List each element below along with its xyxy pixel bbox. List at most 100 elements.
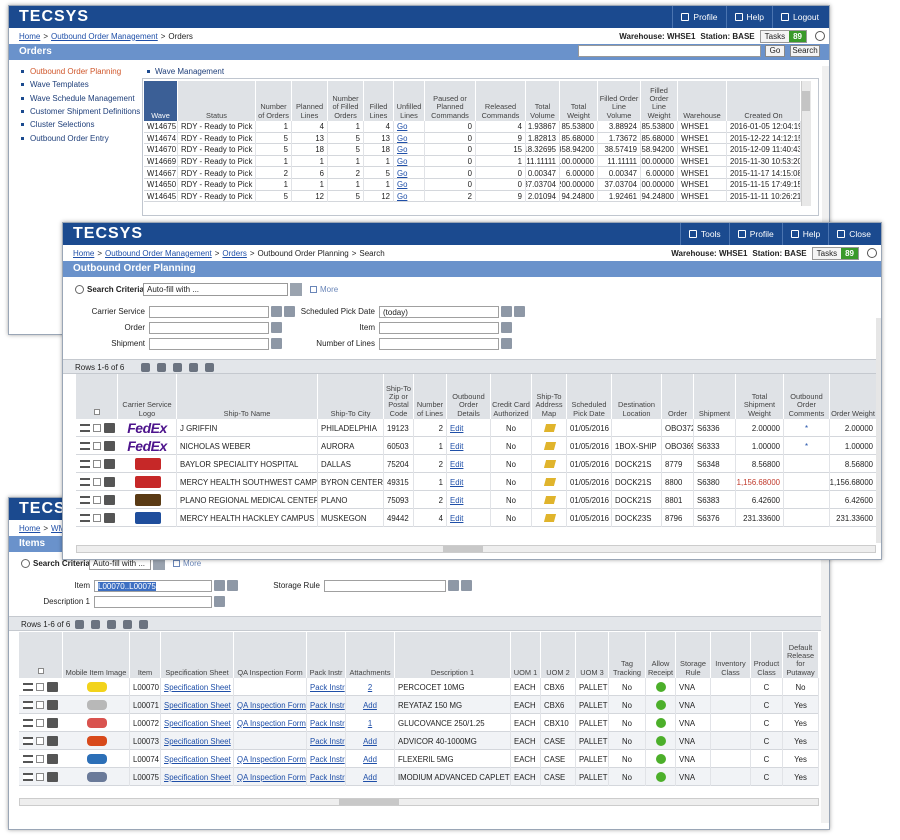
cell-link[interactable]: Edit bbox=[450, 495, 464, 505]
cell-link[interactable]: QA Inspection Form bbox=[237, 772, 306, 782]
menu-label[interactable]: Help bbox=[746, 12, 764, 22]
nav-item[interactable]: Wave Schedule Management bbox=[30, 93, 135, 103]
cell-link[interactable]: Add bbox=[363, 700, 377, 710]
cell-link[interactable]: Go bbox=[397, 180, 408, 190]
cell-link[interactable]: Pack Instr bbox=[310, 682, 345, 692]
menu-item[interactable]: Help bbox=[725, 6, 772, 28]
menu-item[interactable]: Logout bbox=[772, 6, 827, 28]
cell-link[interactable]: Specification Sheet bbox=[164, 718, 231, 728]
nav-item[interactable]: Customer Shipment Definitions bbox=[30, 106, 141, 116]
cell-link[interactable]: Edit bbox=[450, 441, 464, 451]
nav-item[interactable]: Cluster Selections bbox=[30, 120, 95, 130]
menu-label[interactable]: Close bbox=[849, 229, 871, 239]
menu-label[interactable]: Profile bbox=[749, 229, 774, 239]
cell-link[interactable]: Edit bbox=[450, 459, 464, 469]
cell-link[interactable]: Go bbox=[397, 145, 408, 155]
cell-link[interactable]: Pack Instr bbox=[310, 718, 345, 728]
row-check bbox=[93, 460, 101, 468]
cell-link[interactable]: Edit bbox=[450, 423, 464, 433]
autofill-dropdown[interactable]: Auto-fill with ... bbox=[143, 283, 288, 296]
tab-label[interactable]: Wave Management bbox=[155, 67, 225, 76]
field-value[interactable]: (today) bbox=[383, 308, 408, 317]
cell-link[interactable]: Edit bbox=[450, 513, 464, 523]
cell-link[interactable]: Specification Sheet bbox=[164, 754, 231, 764]
cell-link[interactable]: Pack Instr bbox=[310, 700, 345, 710]
cell-link[interactable]: Specification Sheet bbox=[164, 772, 231, 782]
column-header: Order bbox=[668, 408, 687, 418]
cell-link[interactable]: Go bbox=[397, 133, 408, 143]
nav-item[interactable]: Outbound Order Entry bbox=[30, 133, 109, 143]
autofill-text[interactable]: Auto-fill with ... bbox=[147, 285, 200, 294]
search-input[interactable] bbox=[578, 45, 761, 57]
cell-link[interactable]: 2 bbox=[367, 682, 373, 692]
field-input[interactable]: (today) bbox=[379, 306, 499, 318]
button-label[interactable]: Search bbox=[792, 46, 818, 55]
breadcrumb-link[interactable]: WMS bbox=[51, 523, 71, 533]
cell-link[interactable]: QA Inspection Form bbox=[237, 754, 306, 764]
cell-link[interactable]: Specification Sheet bbox=[164, 700, 231, 710]
button[interactable]: Search bbox=[790, 45, 820, 57]
menu-label[interactable]: Tools bbox=[700, 229, 721, 239]
field-input[interactable] bbox=[379, 322, 499, 334]
cell-link[interactable]: QA Inspection Form bbox=[237, 700, 306, 710]
table-cell: Go bbox=[394, 121, 425, 133]
cell-link[interactable]: Pack Instr bbox=[310, 754, 345, 764]
header-cell: Ship-To Name bbox=[177, 374, 318, 419]
menu-label[interactable]: Help bbox=[802, 229, 821, 239]
cell-link[interactable]: Go bbox=[397, 168, 408, 178]
breadcrumb-link[interactable]: Home bbox=[73, 248, 95, 258]
autofill-text[interactable]: Auto-fill with ... bbox=[93, 559, 146, 568]
field-value[interactable]: L00070..L00075 bbox=[98, 582, 156, 591]
menu-item[interactable]: Close bbox=[828, 223, 879, 245]
nav-item[interactable]: Outbound Order Planning bbox=[30, 67, 122, 76]
field-input[interactable] bbox=[324, 580, 446, 592]
filter-button bbox=[214, 580, 225, 591]
cell-link[interactable]: Add bbox=[363, 736, 377, 746]
field-input[interactable] bbox=[379, 338, 499, 350]
cell-link[interactable]: Add bbox=[363, 772, 377, 782]
button[interactable]: Go bbox=[765, 45, 785, 57]
table-cell: C bbox=[751, 732, 783, 750]
cell-link[interactable]: Go bbox=[397, 191, 408, 201]
cell-link[interactable]: Go bbox=[397, 122, 408, 132]
menu-item[interactable]: Help bbox=[781, 223, 828, 245]
more-link[interactable]: More bbox=[183, 559, 202, 568]
menu-label[interactable]: Profile bbox=[693, 12, 718, 22]
tasks-label[interactable]: Tasks bbox=[760, 30, 790, 42]
breadcrumb-link[interactable]: Orders bbox=[222, 248, 247, 258]
toolbar-icon bbox=[157, 363, 166, 372]
cell-link[interactable]: Pack Instr bbox=[310, 772, 345, 782]
field-input[interactable] bbox=[149, 306, 269, 318]
cell-link[interactable]: Edit bbox=[450, 477, 464, 487]
breadcrumb-link[interactable]: Outbound Order Management bbox=[51, 31, 158, 41]
menu-item[interactable]: Profile bbox=[728, 223, 782, 245]
cell-link[interactable]: 1 bbox=[367, 718, 373, 728]
field-input[interactable] bbox=[149, 322, 269, 334]
cell-link[interactable]: QA Inspection Form bbox=[237, 718, 306, 728]
cell-link[interactable]: Add bbox=[363, 754, 377, 764]
menu-item[interactable]: Tools bbox=[679, 223, 729, 245]
more-link[interactable]: More bbox=[320, 285, 339, 294]
help-icon bbox=[815, 31, 825, 41]
tasks-count[interactable]: 89 bbox=[841, 247, 858, 259]
tasks-label[interactable]: Tasks bbox=[812, 247, 842, 259]
breadcrumb-link[interactable]: Outbound Order Management bbox=[105, 248, 212, 258]
menu-label[interactable]: Logout bbox=[793, 12, 819, 22]
breadcrumb-link[interactable]: Home bbox=[19, 523, 41, 533]
tasks-count[interactable]: 89 bbox=[789, 30, 806, 42]
cell-link[interactable]: Specification Sheet bbox=[164, 682, 231, 692]
tasks[interactable]: Tasks 89 bbox=[759, 29, 807, 43]
cell-link[interactable]: Specification Sheet bbox=[164, 736, 231, 746]
field-input[interactable]: L00070..L00075 bbox=[94, 580, 212, 592]
tasks[interactable]: Tasks 89 bbox=[811, 246, 859, 260]
cell-link[interactable]: Pack Instr bbox=[310, 736, 345, 746]
field-input[interactable] bbox=[94, 596, 212, 608]
cell-link[interactable]: Go bbox=[397, 157, 408, 167]
breadcrumb-link[interactable]: Home bbox=[19, 31, 41, 41]
nav-item[interactable]: Wave Templates bbox=[30, 80, 89, 90]
cell-text: 13 bbox=[381, 133, 390, 143]
table-cell: No bbox=[609, 768, 646, 786]
button-label[interactable]: Go bbox=[769, 46, 781, 55]
field-input[interactable] bbox=[149, 338, 269, 350]
menu-item[interactable]: Profile bbox=[672, 6, 725, 28]
